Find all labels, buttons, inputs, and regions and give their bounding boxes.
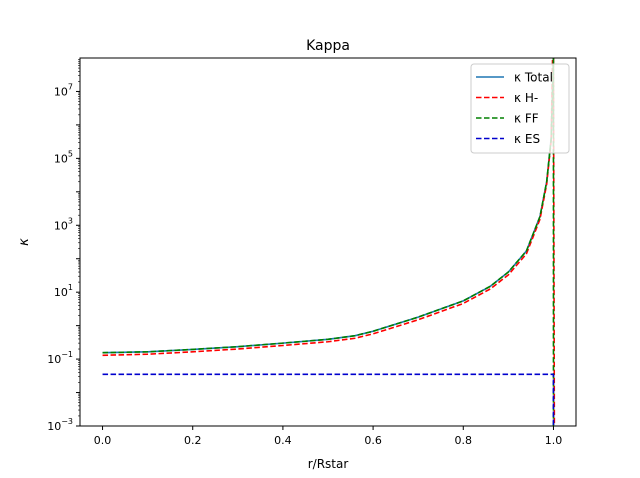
x-tick-label: 0.0: [94, 434, 112, 447]
y-tick-base: 10: [54, 286, 68, 299]
x-axis: 0.0 0.2 0.4 0.6 0.8 1.0: [94, 426, 562, 447]
x-axis-label: r/Rstar: [308, 457, 349, 471]
y-tick-label: 105: [54, 149, 73, 165]
legend-label: κ ES: [514, 132, 540, 146]
y-tick-exponent: −1: [61, 350, 73, 359]
x-tick-label: 1.0: [545, 434, 563, 447]
y-tick-label: 107: [54, 82, 73, 98]
y-tick-exponent: 5: [68, 149, 73, 158]
legend-box: [470, 63, 570, 154]
y-tick-exponent: 1: [68, 283, 73, 292]
y-tick-label: 101: [54, 283, 73, 299]
plot-frame: [79, 57, 577, 427]
y-tick-base: 10: [47, 420, 61, 433]
x-tick-label: 0.2: [184, 434, 202, 447]
legend-label: κ Total: [514, 71, 553, 85]
x-tick-label: 0.6: [364, 434, 382, 447]
y-tick-label: 10−1: [47, 350, 73, 366]
series-line-3: [102, 58, 555, 426]
legend: κ Total κ H-κ FF κ ES: [470, 63, 570, 154]
x-tick-label: 0.8: [455, 434, 473, 447]
y-tick-label: 10−3: [47, 417, 73, 433]
chart-title: Kappa: [306, 38, 350, 54]
y-tick-base: 10: [54, 152, 68, 165]
y-tick-base: 10: [54, 219, 68, 232]
y-tick-base: 10: [54, 85, 68, 98]
y-tick-exponent: −3: [61, 417, 73, 426]
y-tick-base: 10: [47, 353, 61, 366]
legend-label: κ H-: [514, 91, 538, 105]
y-tick-exponent: 7: [68, 82, 73, 91]
legend-label: κ FF: [514, 112, 539, 126]
y-tick-exponent: 3: [68, 216, 73, 225]
y-axis-label: κ: [17, 238, 32, 246]
series-line-4: [102, 373, 555, 426]
y-tick-label: 103: [54, 216, 73, 232]
x-tick-label: 0.4: [274, 434, 292, 447]
